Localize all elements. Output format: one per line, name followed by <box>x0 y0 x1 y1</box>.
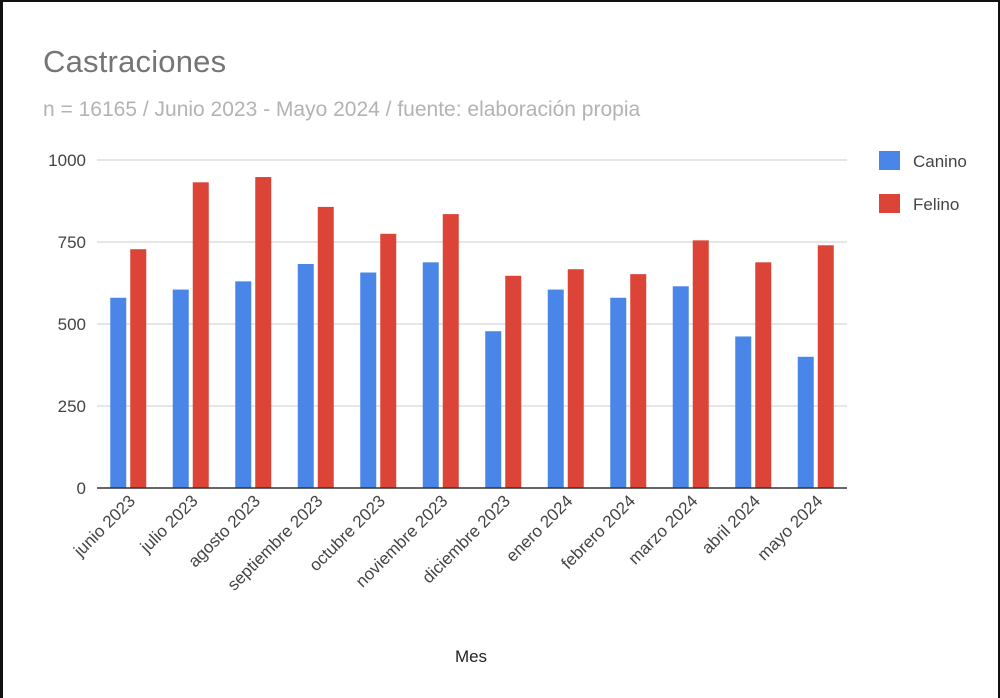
x-tick-label: mayo 2024 <box>754 491 827 564</box>
bar-canino-3 <box>297 263 314 488</box>
bar-felino-3 <box>317 206 334 489</box>
bar-canino-2 <box>235 281 252 488</box>
y-tick-label: 750 <box>58 233 86 252</box>
legend-label-canino: Canino <box>913 152 967 171</box>
x-tick-label: julio 2023 <box>136 491 202 557</box>
x-tick-label: abril 2024 <box>698 491 764 557</box>
legend-swatch-canino <box>879 151 900 170</box>
bar-felino-5 <box>442 214 459 488</box>
bar-felino-11 <box>817 245 834 488</box>
bar-felino-10 <box>755 262 772 488</box>
legend: Canino Felino <box>879 151 967 214</box>
x-axis-title: Mes <box>455 647 487 666</box>
bar-canino-11 <box>797 356 814 488</box>
bar-canino-10 <box>735 336 752 488</box>
bar-canino-8 <box>610 297 627 488</box>
gridlines <box>97 159 847 407</box>
bar-felino-9 <box>692 240 709 488</box>
bar-felino-4 <box>380 233 397 488</box>
bar-felino-0 <box>130 249 147 488</box>
bar-felino-2 <box>255 177 272 488</box>
bar-canino-4 <box>360 272 377 488</box>
bar-canino-7 <box>547 289 564 488</box>
bar-canino-0 <box>110 297 127 488</box>
chart-title: Castraciones <box>43 44 227 79</box>
bar-felino-1 <box>192 182 209 488</box>
bars <box>110 177 834 489</box>
bar-canino-6 <box>485 331 502 488</box>
bar-canino-9 <box>672 286 689 488</box>
bar-canino-5 <box>422 262 439 488</box>
y-tick-label: 0 <box>77 479 86 498</box>
y-tick-label: 250 <box>58 397 86 416</box>
legend-label-felino: Felino <box>913 195 959 214</box>
chart-subtitle: n = 16165 / Junio 2023 - Mayo 2024 / fue… <box>43 98 641 121</box>
bar-canino-1 <box>172 289 189 488</box>
x-tick-label: junio 2023 <box>69 491 139 561</box>
y-axis-ticks: 0 250 500 750 1000 <box>48 151 86 498</box>
y-tick-label: 500 <box>58 315 86 334</box>
legend-swatch-felino <box>879 194 900 213</box>
bar-felino-6 <box>505 275 522 488</box>
bar-felino-7 <box>567 269 584 488</box>
y-tick-label: 1000 <box>48 151 86 170</box>
bar-felino-8 <box>630 274 647 488</box>
